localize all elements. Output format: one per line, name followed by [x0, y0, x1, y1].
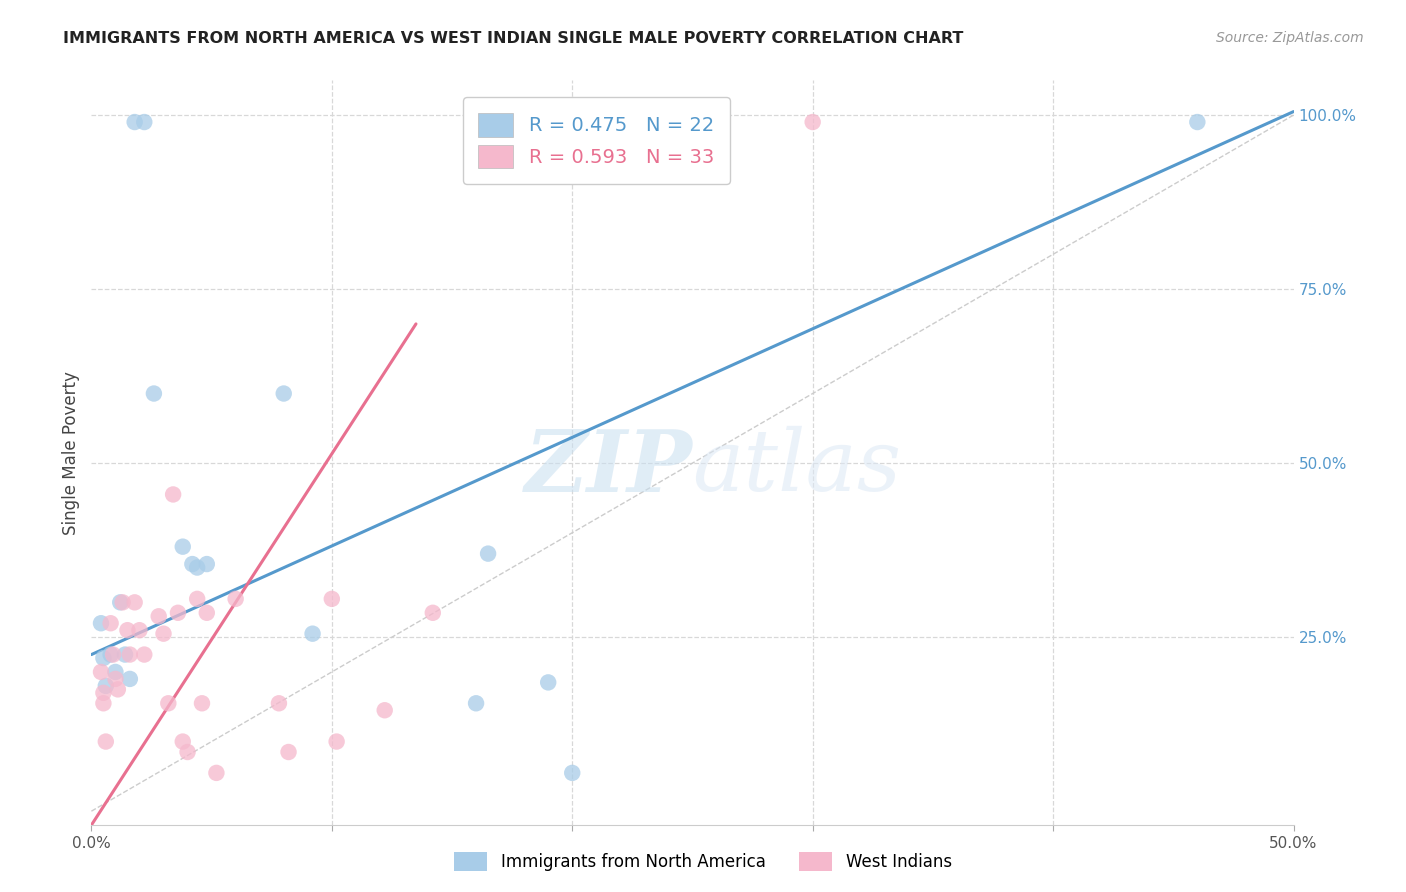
Point — [94, 734, 117, 748]
Point — [94, 679, 117, 693]
Point — [325, 734, 347, 748]
Point — [186, 560, 208, 574]
Point — [167, 606, 190, 620]
Text: IMMIGRANTS FROM NORTH AMERICA VS WEST INDIAN SINGLE MALE POVERTY CORRELATION CHA: IMMIGRANTS FROM NORTH AMERICA VS WEST IN… — [63, 31, 963, 46]
Point — [124, 115, 146, 129]
Text: atlas: atlas — [692, 426, 901, 509]
Text: Source: ZipAtlas.com: Source: ZipAtlas.com — [1216, 31, 1364, 45]
Point — [301, 626, 323, 640]
Point — [205, 765, 228, 780]
Point — [465, 696, 488, 710]
Point — [267, 696, 290, 710]
Point — [100, 648, 122, 662]
Text: ZIP: ZIP — [524, 425, 692, 509]
Point — [118, 648, 141, 662]
Point — [93, 686, 115, 700]
Point — [186, 591, 208, 606]
Legend: Immigrants from North America, West Indians: Immigrants from North America, West Indi… — [446, 843, 960, 880]
Point — [93, 696, 115, 710]
Point — [110, 595, 132, 609]
Point — [152, 626, 174, 640]
Point — [422, 606, 444, 620]
Point — [107, 682, 129, 697]
Point — [172, 540, 194, 554]
Point — [176, 745, 198, 759]
Point — [124, 595, 146, 609]
Point — [148, 609, 170, 624]
Point — [181, 557, 204, 571]
Point — [277, 745, 299, 759]
Point — [93, 651, 115, 665]
Point — [801, 115, 824, 129]
Point — [118, 672, 141, 686]
Point — [100, 616, 122, 631]
Point — [128, 623, 150, 637]
Point — [374, 703, 396, 717]
Point — [114, 648, 136, 662]
Point — [90, 665, 112, 679]
Point — [191, 696, 214, 710]
Point — [273, 386, 295, 401]
Point — [117, 623, 139, 637]
Point — [101, 648, 124, 662]
Point — [157, 696, 180, 710]
Point — [111, 595, 134, 609]
Point — [537, 675, 560, 690]
Point — [162, 487, 184, 501]
Legend: R = 0.475   N = 22, R = 0.593   N = 33: R = 0.475 N = 22, R = 0.593 N = 33 — [463, 97, 730, 184]
Point — [1187, 115, 1209, 129]
Y-axis label: Single Male Poverty: Single Male Poverty — [62, 371, 80, 534]
Point — [195, 557, 218, 571]
Point — [172, 734, 194, 748]
Point — [321, 591, 343, 606]
Point — [134, 648, 156, 662]
Point — [225, 591, 247, 606]
Point — [477, 547, 499, 561]
Point — [90, 616, 112, 631]
Point — [104, 672, 127, 686]
Point — [134, 115, 156, 129]
Point — [195, 606, 218, 620]
Point — [561, 765, 583, 780]
Point — [142, 386, 165, 401]
Point — [104, 665, 127, 679]
